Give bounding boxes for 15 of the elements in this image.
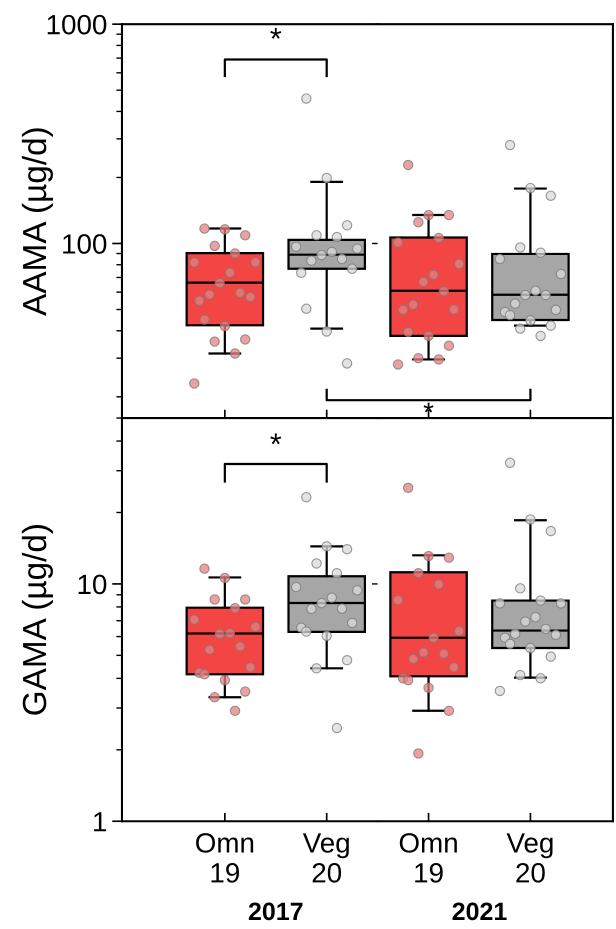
- annotation: *: [424, 402, 434, 412]
- y-tick-label: 1: [94, 812, 106, 832]
- x-tick-label: Omn 19: [196, 833, 254, 883]
- annotation: *: [270, 434, 282, 444]
- y-tick-label: 1000: [48, 14, 106, 34]
- x-tick-label: Veg 20: [302, 833, 349, 883]
- y-axis-title: GAMA (µg/d): [22, 525, 53, 715]
- x-axis-title: 2021: [452, 902, 507, 920]
- annotation: *: [270, 28, 282, 39]
- y-tick-label: 10: [78, 574, 106, 594]
- y-axis-title: AAMA (µg/d): [22, 128, 53, 316]
- x-axis-title: 2017: [248, 902, 302, 920]
- x-tick-label: Omn 19: [400, 833, 457, 883]
- x-tick-label: Veg 20: [506, 833, 553, 883]
- y-tick-label: 100: [63, 234, 106, 254]
